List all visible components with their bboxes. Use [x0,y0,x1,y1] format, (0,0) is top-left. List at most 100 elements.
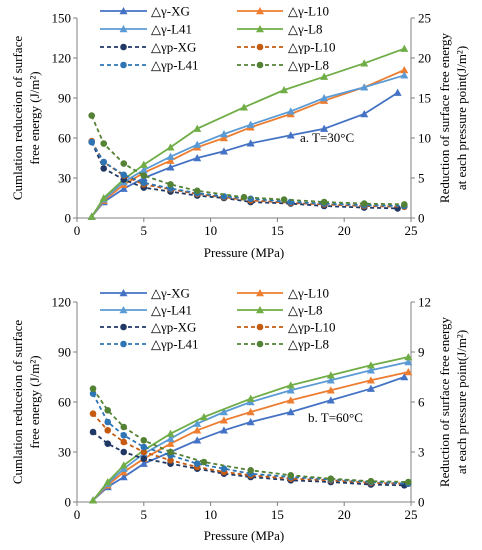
x-axis-label: Pressure (MPa) [204,245,285,260]
data-point [120,432,128,439]
data-point [200,458,208,466]
data-point [100,140,108,147]
legend-marker [119,306,128,314]
data-point [404,358,413,366]
y-axis-left-label-line: free energy (J/m²) [27,71,42,164]
data-point [166,152,175,160]
legend-label: △γp-L41 [151,337,199,352]
data-point [167,448,174,456]
data-point [88,112,95,119]
y-right-tick-label: 5 [418,171,425,186]
legend-entry: △γp-L10 [237,40,336,55]
data-point [246,408,255,416]
legend-label: △γ-L10 [288,286,329,301]
data-point [166,434,175,442]
y-right-tick-label: 15 [418,91,431,106]
data-point [326,376,335,384]
data-point [400,71,409,79]
data-point [400,44,409,52]
data-point [140,448,148,456]
data-point [166,156,175,164]
data-point [240,103,248,111]
data-point [193,460,201,467]
y-right-tick-label: 20 [418,51,431,66]
legend-label: △γp-XG [151,40,196,55]
data-point [366,376,375,384]
legend-entry: △γp-L41 [100,337,199,352]
data-point [193,140,202,148]
legend-marker [119,25,128,33]
y-right-tick-label: 6 [418,395,425,410]
data-point [99,194,108,202]
y-axis-left-label-line: free energy (J/m²) [27,355,42,448]
legend-entry: △γp-L41 [100,58,199,73]
x-tick-label: 10 [204,223,217,238]
data-point [219,147,228,155]
y-right-tick-label: 0 [418,211,425,226]
data-point [404,353,413,361]
series-line [92,431,405,487]
data-point [120,171,128,179]
data-point [167,181,174,188]
data-point [247,195,254,203]
series-line [90,141,405,207]
data-point [140,172,148,179]
data-point [280,86,289,94]
legend-label: △γp-L8 [288,337,329,352]
data-point [246,418,255,426]
data-point [246,120,255,128]
data-point [246,139,255,147]
y-right-tick-label: 0 [418,495,425,510]
data-point [286,131,295,139]
y-left-tick-label: 0 [65,211,72,226]
data-point [119,473,128,481]
x-tick-label: 15 [271,507,284,522]
legend-label: △γp-XG [151,320,196,335]
legend-entry: △γ-L41 [100,22,192,37]
legend-label: △γ-L8 [288,22,323,37]
panel-annotation: a. T=30°C [300,130,354,145]
x-tick-label: 0 [74,507,81,522]
data-point [326,371,335,379]
data-point [193,154,202,162]
data-point [219,134,228,142]
legend-marker [119,289,128,297]
y-right-tick-label: 25 [418,11,431,26]
data-point [393,88,402,96]
data-point [166,429,175,437]
y-axis-left-label: Cumlation reduceion of surface free energ… [10,36,42,200]
y-axis-left-label: Cumlation reduceion of surface free energ… [10,320,42,484]
data-point [140,179,148,187]
legend-marker [256,43,264,51]
data-point [104,407,112,414]
legend-marker [256,61,264,69]
data-point [405,478,412,486]
data-point [104,427,112,434]
legend-marker [256,340,264,348]
data-point [219,408,228,416]
y-left-tick-label: 90 [58,91,71,106]
data-point [139,160,148,168]
legend-marker [256,25,264,33]
y-axis-right-label: Reduction of surface free energy at each … [437,32,469,203]
legend-marker [256,289,264,297]
data-point [140,455,148,462]
data-point [360,83,369,91]
legend-label: △γp-L10 [288,320,336,335]
legend-label: △γ-L41 [151,22,192,37]
legend-marker [120,61,127,69]
y-axis-right-label-line: Reduction of surface free energy [437,32,452,203]
legend-marker [120,323,127,331]
y-left-tick-label: 150 [52,11,72,26]
y-right-tick-label: 12 [418,295,431,310]
data-point [193,187,201,195]
legend-entry: △γ-XG [100,286,190,301]
legend-marker [120,43,127,51]
legend-label: △γp-L8 [288,58,329,73]
legend-marker [256,7,264,15]
data-point [247,467,254,474]
data-point [167,457,174,464]
panel-annotation: b. T=60°C [308,410,363,425]
data-point [220,465,228,472]
